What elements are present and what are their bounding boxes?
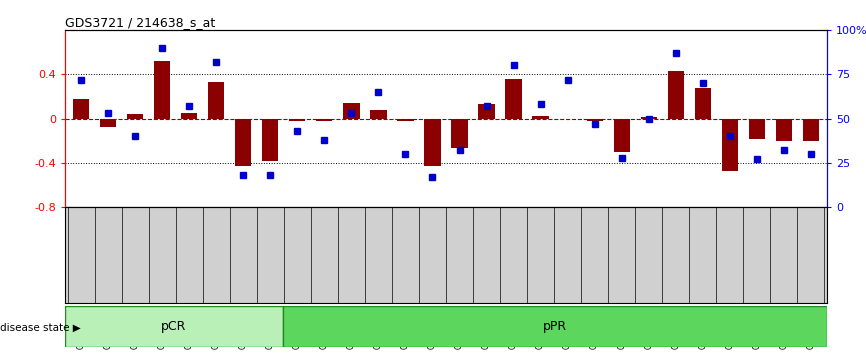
Bar [181,113,197,119]
Bar [100,119,116,127]
Bar [371,110,386,119]
Bar [397,119,414,121]
Bar [316,119,333,121]
Bar [424,119,441,166]
Bar [721,119,738,171]
Bar [73,99,89,119]
Bar [613,119,630,152]
Bar [282,306,827,347]
Bar [262,119,279,161]
Text: GDS3721 / 214638_s_at: GDS3721 / 214638_s_at [65,16,215,29]
Bar [776,119,792,141]
Bar [343,103,359,119]
Bar [668,71,684,119]
Bar [695,87,711,119]
Text: disease state ▶: disease state ▶ [0,322,81,332]
Bar [236,119,251,166]
Bar [65,306,282,347]
Bar [749,119,765,138]
Bar [586,119,603,121]
Bar [289,119,306,121]
Bar [803,119,819,141]
Bar [641,118,656,119]
Bar [506,79,521,119]
Bar [533,116,549,119]
Bar [154,61,171,119]
Bar [127,114,143,119]
Text: pPR: pPR [543,320,567,333]
Bar [478,104,494,119]
Bar [208,82,224,119]
Bar [451,119,468,148]
Text: pCR: pCR [161,320,186,333]
